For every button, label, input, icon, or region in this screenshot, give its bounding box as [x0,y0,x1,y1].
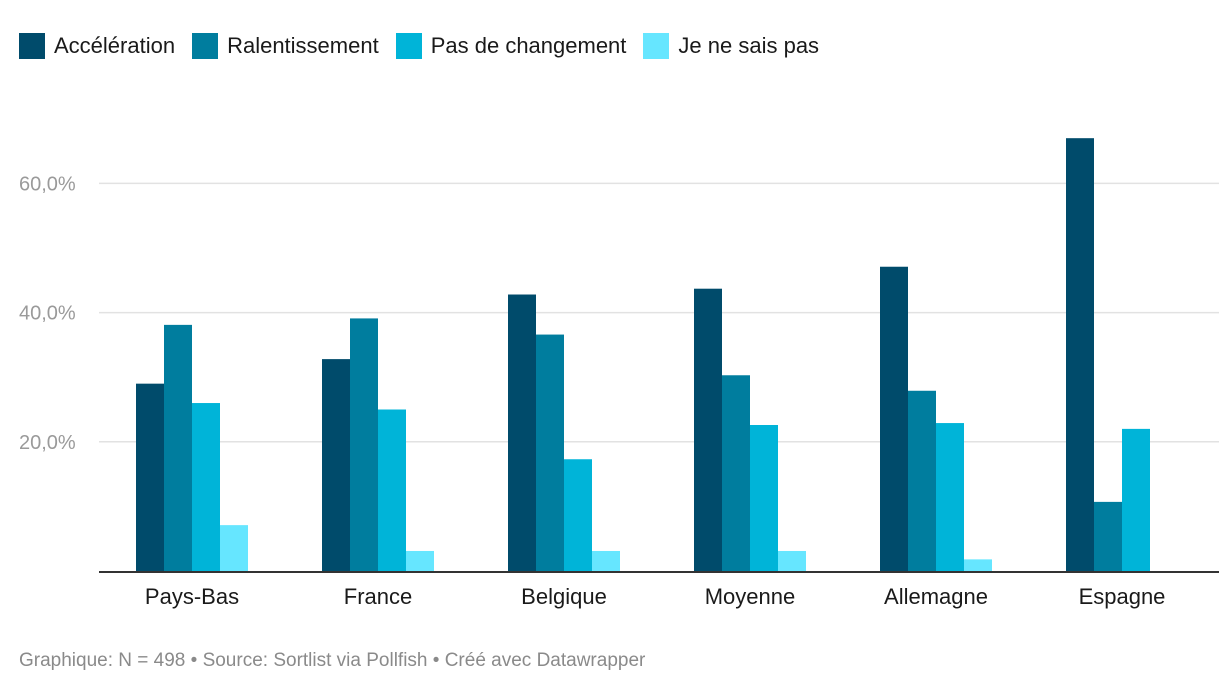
legend-swatch [395,33,422,59]
legend-label: Je ne sais pas [678,33,820,58]
x-tick-label: Pays-Bas [145,584,239,609]
bar [536,334,564,571]
bar [1122,428,1150,571]
legend-item: Je ne sais pas [643,33,819,59]
bar [880,266,908,571]
legend-swatch [192,33,219,59]
legend-item: Pas de changement [395,33,627,59]
bar-chart: 20,0% 40,0% 60,0% Pays-Bas France Belgique Moy… [19,138,1219,609]
legend-swatch [643,33,670,59]
x-tick-label: Belgique [521,584,607,609]
bar [136,383,164,571]
bar [322,359,350,571]
legend-label: Pas de changement [430,33,627,58]
legend-swatch [19,33,45,59]
y-tick-label: 40,0% [19,303,76,325]
x-tick-label: Moyenne [705,584,796,609]
x-tick-label: Espagne [1079,584,1166,609]
x-tick-label: France [344,584,412,609]
bar [350,318,378,571]
y-tick-label: 60,0% [19,173,76,195]
legend-item: Accélération [19,33,175,59]
chart-footer: Graphique: N = 498 • Source: Sortlist vi… [19,650,646,671]
bar [406,550,434,571]
bar [164,324,192,571]
bar [592,550,620,571]
bar [722,375,750,571]
bar [908,390,936,571]
bar [694,288,722,571]
bar [750,425,778,571]
legend-label: Accélération [54,33,176,58]
bar [378,409,406,571]
bar [1066,138,1094,571]
legend: Accélération Ralentissement Pas de changem… [19,33,819,59]
bar [1094,501,1122,571]
bar [508,294,536,571]
legend-item: Ralentissement [192,33,379,59]
legend-label: Ralentissement [227,33,379,58]
y-tick-label: 20,0% [19,432,76,454]
bar [192,403,220,571]
bar [220,525,248,571]
bar [564,459,592,571]
x-tick-label: Allemagne [884,584,988,609]
bar [936,423,964,571]
bar [778,550,806,571]
bar [964,559,992,571]
